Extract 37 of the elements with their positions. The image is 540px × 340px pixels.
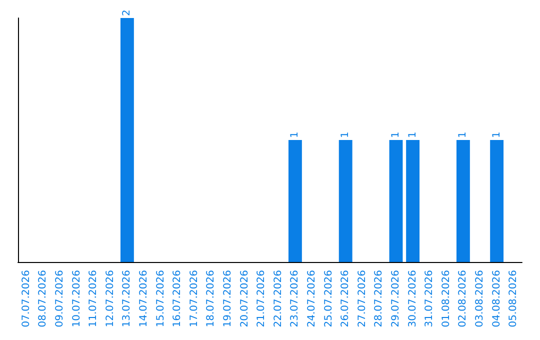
x-tick-label: 29.07.2026 — [390, 270, 402, 328]
data-label: 1 — [491, 132, 502, 138]
data-label: 1 — [458, 132, 469, 138]
x-tick-label: 08.07.2026 — [38, 270, 49, 328]
x-tick-label: 31.07.2026 — [424, 270, 436, 328]
x-tick-label: 05.08.2026 — [508, 270, 520, 328]
data-label: 1 — [340, 132, 352, 138]
data-label: 1 — [390, 132, 402, 138]
x-tick-label: 11.07.2026 — [88, 270, 100, 328]
x-tick-label: 02.08.2026 — [458, 270, 469, 328]
x-tick-label: 21.07.2026 — [256, 270, 268, 328]
x-tick-label: 12.07.2026 — [104, 270, 116, 328]
x-tick-label: 10.07.2026 — [71, 270, 82, 328]
x-tick-label: 23.07.2026 — [290, 270, 301, 328]
x-tick-label: 28.07.2026 — [374, 270, 385, 328]
x-tick-label: 14.07.2026 — [138, 270, 150, 328]
x-tick-label: 20.07.2026 — [239, 270, 250, 328]
data-label: 1 — [407, 132, 418, 138]
data-label: 1 — [290, 132, 301, 138]
data-label: 2 — [122, 10, 133, 16]
x-tick-label: 13.07.2026 — [122, 270, 133, 328]
x-tick-label: 16.07.2026 — [172, 270, 184, 328]
x-tick-label: 24.07.2026 — [306, 270, 318, 328]
x-tick-label: 19.07.2026 — [222, 270, 234, 328]
x-tick-label: 03.08.2026 — [474, 270, 486, 328]
x-tick-label: 30.07.2026 — [407, 270, 418, 328]
x-tick-label: 27.07.2026 — [356, 270, 368, 328]
x-tick-label: 07.07.2026 — [20, 270, 32, 328]
x-tick-label: 18.07.2026 — [206, 270, 217, 328]
x-tick-label: 01.08.2026 — [440, 270, 452, 328]
x-tick-label: 26.07.2026 — [340, 270, 352, 328]
x-tick-label: 17.07.2026 — [188, 270, 200, 328]
x-tick-label: 04.08.2026 — [491, 270, 502, 328]
x-tick-label: 25.07.2026 — [323, 270, 334, 328]
x-tick-label: 22.07.2026 — [272, 270, 284, 328]
x-tick-label: 15.07.2026 — [155, 270, 166, 328]
x-tick-label: 09.07.2026 — [54, 270, 66, 328]
